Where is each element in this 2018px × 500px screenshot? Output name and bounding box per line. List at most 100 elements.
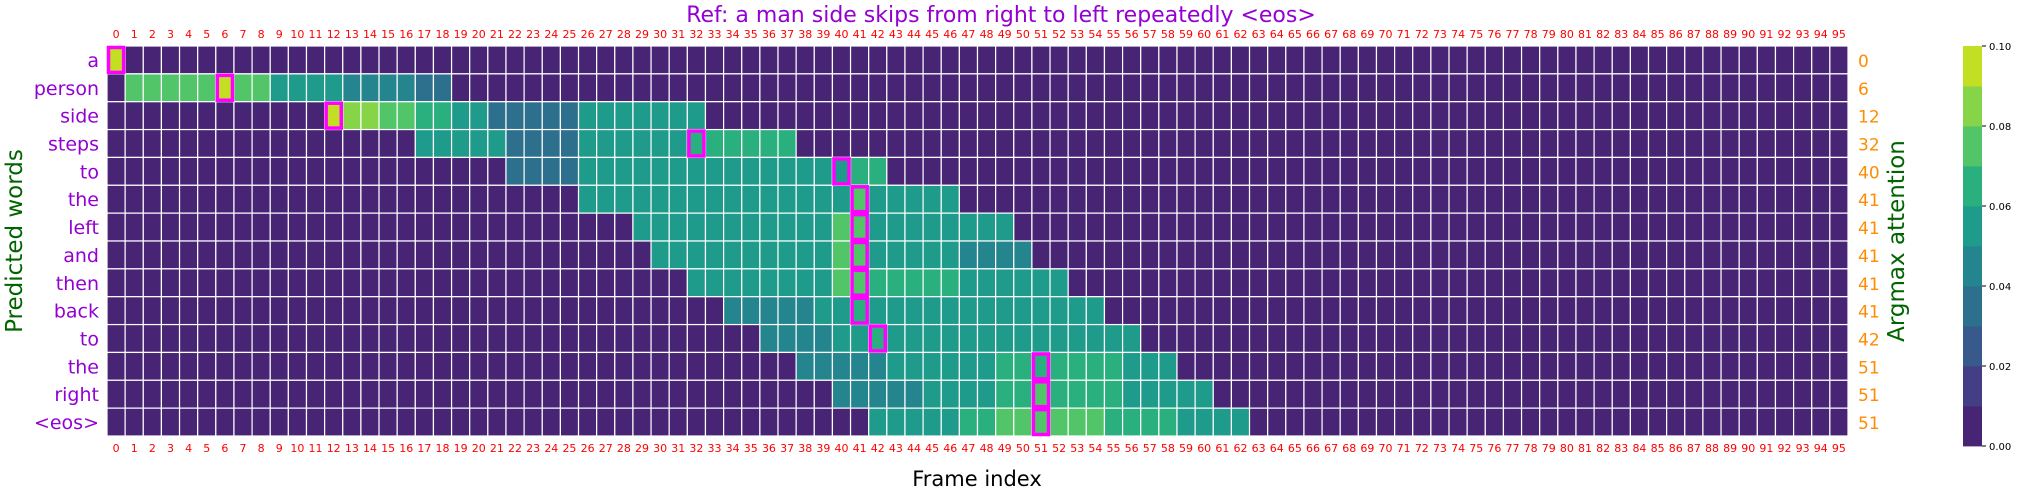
heatmap-cell bbox=[1230, 268, 1251, 298]
heatmap-cell bbox=[178, 101, 199, 131]
heatmap-cell bbox=[396, 101, 416, 131]
heatmap-cell bbox=[1629, 128, 1650, 159]
heatmap-cell bbox=[559, 73, 580, 103]
heatmap-cell bbox=[686, 323, 707, 354]
heatmap-cell bbox=[849, 73, 870, 103]
heatmap-cell bbox=[178, 268, 199, 298]
heatmap-cell bbox=[342, 73, 362, 103]
heatmap-cell bbox=[1666, 212, 1686, 242]
heatmap-cell bbox=[1539, 101, 1559, 131]
heatmap-cell bbox=[523, 101, 543, 131]
heatmap-cell bbox=[795, 184, 815, 214]
heatmap-cell bbox=[813, 296, 834, 326]
heatmap-cell bbox=[1194, 379, 1214, 409]
heatmap-cell bbox=[1176, 296, 1196, 326]
heatmap-cell bbox=[1194, 128, 1214, 159]
heatmap-cell bbox=[759, 351, 779, 381]
heatmap-cell bbox=[342, 296, 362, 326]
heatmap-cell bbox=[360, 128, 380, 159]
frame-tick-label-bottom: 15 bbox=[381, 442, 395, 455]
frame-tick-label-top: 94 bbox=[1814, 28, 1828, 41]
heatmap-cell bbox=[1484, 45, 1505, 75]
heatmap-cell bbox=[559, 323, 580, 354]
heatmap-cell bbox=[1811, 407, 1831, 437]
heatmap-cell bbox=[559, 407, 580, 437]
frame-tick-label-bottom: 75 bbox=[1469, 442, 1483, 455]
heatmap-cell bbox=[559, 184, 580, 214]
heatmap-cell bbox=[197, 296, 217, 326]
heatmap-cell bbox=[1702, 268, 1722, 298]
heatmap-cell bbox=[1647, 240, 1668, 270]
heatmap-cell bbox=[1031, 156, 1051, 186]
heatmap-cell bbox=[1520, 184, 1541, 214]
heatmap-cell bbox=[777, 101, 797, 131]
frame-tick-label-bottom: 13 bbox=[345, 442, 359, 455]
heatmap-cell bbox=[1031, 184, 1051, 214]
heatmap-cell bbox=[577, 296, 598, 326]
heatmap-cell bbox=[650, 296, 670, 326]
heatmap-cell bbox=[577, 268, 598, 298]
heatmap-cell bbox=[360, 212, 380, 242]
heatmap-cell bbox=[995, 351, 1015, 381]
heatmap-cell bbox=[1593, 407, 1613, 437]
heatmap-cell bbox=[106, 101, 126, 131]
heatmap-cell bbox=[505, 45, 525, 75]
heatmap-cell bbox=[124, 379, 144, 409]
heatmap-cell bbox=[1285, 407, 1305, 437]
heatmap-cell bbox=[269, 323, 289, 354]
frame-tick-label-top: 83 bbox=[1614, 28, 1628, 41]
heatmap-cell bbox=[1013, 101, 1033, 131]
frame-tick-label-top: 16 bbox=[399, 28, 413, 41]
heatmap-cell bbox=[378, 379, 398, 409]
heatmap-cell bbox=[342, 184, 362, 214]
heatmap-cell bbox=[1629, 296, 1650, 326]
heatmap-cell bbox=[1593, 128, 1613, 159]
heatmap-cell bbox=[324, 379, 344, 409]
heatmap-cell bbox=[505, 101, 525, 131]
heatmap-cell bbox=[414, 73, 435, 103]
heatmap-cell bbox=[1285, 212, 1305, 242]
heatmap-cell bbox=[1774, 184, 1795, 214]
heatmap-cell bbox=[831, 323, 852, 354]
heatmap-cell bbox=[1303, 184, 1323, 214]
heatmap-cell bbox=[1158, 296, 1178, 326]
heatmap-cell bbox=[958, 73, 979, 103]
heatmap-cell bbox=[559, 101, 580, 131]
heatmap-cell bbox=[215, 45, 235, 75]
colorbar-segment bbox=[1963, 246, 1982, 287]
heatmap-cell bbox=[1720, 351, 1740, 381]
heatmap-cell bbox=[1375, 212, 1396, 242]
heatmap-cell bbox=[904, 156, 924, 186]
heatmap-cell bbox=[1520, 101, 1541, 131]
heatmap-cell bbox=[1013, 379, 1033, 409]
frame-tick-label-top: 22 bbox=[508, 28, 522, 41]
frame-tick-label-bottom: 44 bbox=[907, 442, 921, 455]
heatmap-cell bbox=[1539, 212, 1559, 242]
heatmap-cell bbox=[269, 296, 289, 326]
heatmap-cell bbox=[1829, 351, 1849, 381]
heatmap-cell bbox=[704, 379, 725, 409]
heatmap-cell bbox=[160, 45, 181, 75]
frame-tick-label-top: 80 bbox=[1560, 28, 1574, 41]
heatmap-cell bbox=[1520, 296, 1541, 326]
heatmap-cell bbox=[577, 101, 598, 131]
heatmap-cell bbox=[813, 101, 834, 131]
heatmap-cell bbox=[1829, 407, 1849, 437]
heatmap-cell bbox=[1085, 323, 1106, 354]
predicted-word-label: a bbox=[87, 50, 99, 72]
heatmap-cell bbox=[523, 407, 543, 437]
heatmap-cell bbox=[142, 407, 163, 437]
frame-tick-label-bottom: 46 bbox=[943, 442, 957, 455]
frame-tick-label-bottom: 16 bbox=[399, 442, 413, 455]
heatmap-cell bbox=[1702, 73, 1722, 103]
heatmap-cell bbox=[976, 212, 997, 242]
heatmap-cell bbox=[160, 240, 181, 270]
heatmap-cell bbox=[1611, 296, 1631, 326]
argmax-box bbox=[850, 212, 869, 242]
heatmap-cell bbox=[1230, 407, 1251, 437]
heatmap-cell bbox=[1539, 156, 1559, 186]
heatmap-cell bbox=[450, 45, 471, 75]
heatmap-cell bbox=[1448, 268, 1468, 298]
heatmap-cell bbox=[1049, 407, 1069, 437]
heatmap-cell bbox=[1248, 379, 1269, 409]
